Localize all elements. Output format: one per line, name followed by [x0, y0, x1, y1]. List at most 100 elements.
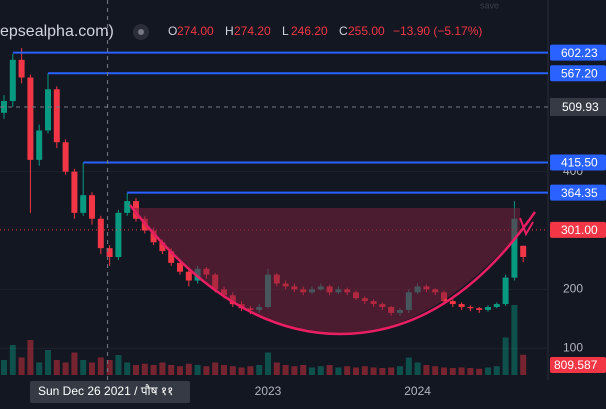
- level-label-box: [550, 154, 606, 171]
- ohlc-key: H: [225, 24, 234, 38]
- candle-body: [150, 230, 157, 243]
- price-axis: 100200400602.23567.20415.50364.35301.008…: [30, 44, 606, 403]
- volume-bar: [221, 365, 227, 375]
- volume-bar: [467, 368, 474, 375]
- candle-body: [115, 212, 122, 257]
- volume-bar: [256, 365, 263, 375]
- last-price-label: 301.00: [561, 223, 598, 237]
- volume-bar: [150, 365, 157, 375]
- volume-bar: [203, 366, 210, 375]
- volume-bar: [317, 366, 324, 375]
- volume-bar: [18, 357, 25, 375]
- candle-body: [89, 195, 95, 219]
- eye-pupil: [138, 29, 144, 35]
- volume-bar: [265, 352, 271, 375]
- x-tick-label: 2024: [404, 384, 431, 398]
- cup-fill: [130, 208, 520, 334]
- plot: [0, 0, 548, 380]
- cup-curve: [129, 204, 537, 336]
- candle-body: [124, 201, 131, 213]
- level-label: 415.50: [561, 156, 598, 170]
- candle-body: [502, 277, 509, 305]
- volume-bar: [71, 352, 78, 375]
- volume-bar: [397, 366, 403, 375]
- ohlc-value: 255.00: [348, 24, 385, 38]
- volume-bar: [36, 362, 43, 375]
- candle-body: [520, 245, 527, 257]
- volume-bar: [291, 366, 298, 375]
- volume-bar: [177, 366, 183, 375]
- volume-bar: [238, 367, 245, 375]
- volume-bar: [370, 367, 377, 375]
- volume-bar: [168, 365, 175, 375]
- volume-bar: [326, 365, 333, 375]
- volume-bar: [423, 365, 430, 375]
- candle-body: [177, 262, 183, 272]
- volume-bar: [185, 363, 192, 375]
- last-price-box: [550, 221, 606, 238]
- volume-bar: [229, 366, 236, 375]
- ohlc-key: O: [168, 24, 177, 38]
- volume-bar: [388, 367, 395, 375]
- ohlc-value: 246.20: [291, 24, 328, 38]
- candle-body: [185, 271, 192, 281]
- candle-body: [449, 301, 456, 305]
- volume-bar: [309, 367, 315, 375]
- candle-body: [71, 171, 78, 213]
- candle-body: [36, 130, 43, 160]
- volume-bar: [89, 362, 95, 375]
- volume-bar: [194, 365, 201, 375]
- ohlc-value: 274.00: [177, 24, 214, 38]
- crosshair-y-label: 509.93: [562, 100, 599, 114]
- volume-bar: [212, 362, 219, 375]
- candle-body: [168, 251, 175, 263]
- volume-bar: [300, 365, 307, 375]
- volume-bar: [27, 340, 34, 375]
- level-label: 567.20: [561, 66, 598, 80]
- ohlc-value: 274.20: [234, 24, 271, 38]
- volume-bar: [361, 366, 368, 375]
- candle-body: [53, 89, 60, 143]
- candle-body: [159, 242, 166, 252]
- candle-body: [476, 308, 483, 310]
- volume-bar: [1, 360, 7, 375]
- ohlc-key: L: [282, 24, 289, 38]
- volume-bar: [485, 367, 491, 375]
- volume-bar: [106, 360, 113, 375]
- volume-bar: [449, 368, 456, 375]
- volume-bar: [80, 360, 87, 375]
- volume-bar: [432, 366, 439, 375]
- volume-label: 809.587: [554, 358, 598, 372]
- ohlc-change: −13.90 (−5.17%): [393, 24, 482, 38]
- candle-body: [485, 307, 491, 310]
- volume-bar: [344, 366, 351, 375]
- save-label[interactable]: save: [480, 0, 499, 10]
- candle-body: [97, 218, 104, 249]
- candle-body: [80, 195, 87, 213]
- symbol-source: epsealpha.com): [0, 23, 114, 40]
- volume-bar: [273, 362, 280, 375]
- crosshair-y-box: [550, 97, 606, 116]
- volume-bar: [441, 367, 447, 375]
- candle-body: [45, 89, 51, 131]
- volume-bar: [124, 362, 131, 375]
- volume-bar: [97, 357, 104, 375]
- level-label-box: [550, 44, 606, 61]
- volume-bar: [493, 366, 500, 375]
- candle-body: [493, 304, 500, 308]
- level-label: 364.35: [561, 186, 598, 200]
- volume-bar: [379, 368, 386, 375]
- volume-bar: [133, 365, 139, 375]
- crosshair-x-box: [30, 381, 190, 403]
- volume-bar: [141, 363, 148, 375]
- volume-bar: [335, 367, 342, 375]
- volume-bar: [115, 355, 122, 375]
- volume-bar: [45, 350, 51, 375]
- candle-body: [467, 307, 474, 309]
- crosshair-x-label: Sun Dec 26 2021 / पौष ११: [38, 384, 173, 398]
- candle-body: [511, 218, 518, 278]
- volume-bar: [62, 362, 69, 375]
- volume-bar: [405, 357, 412, 375]
